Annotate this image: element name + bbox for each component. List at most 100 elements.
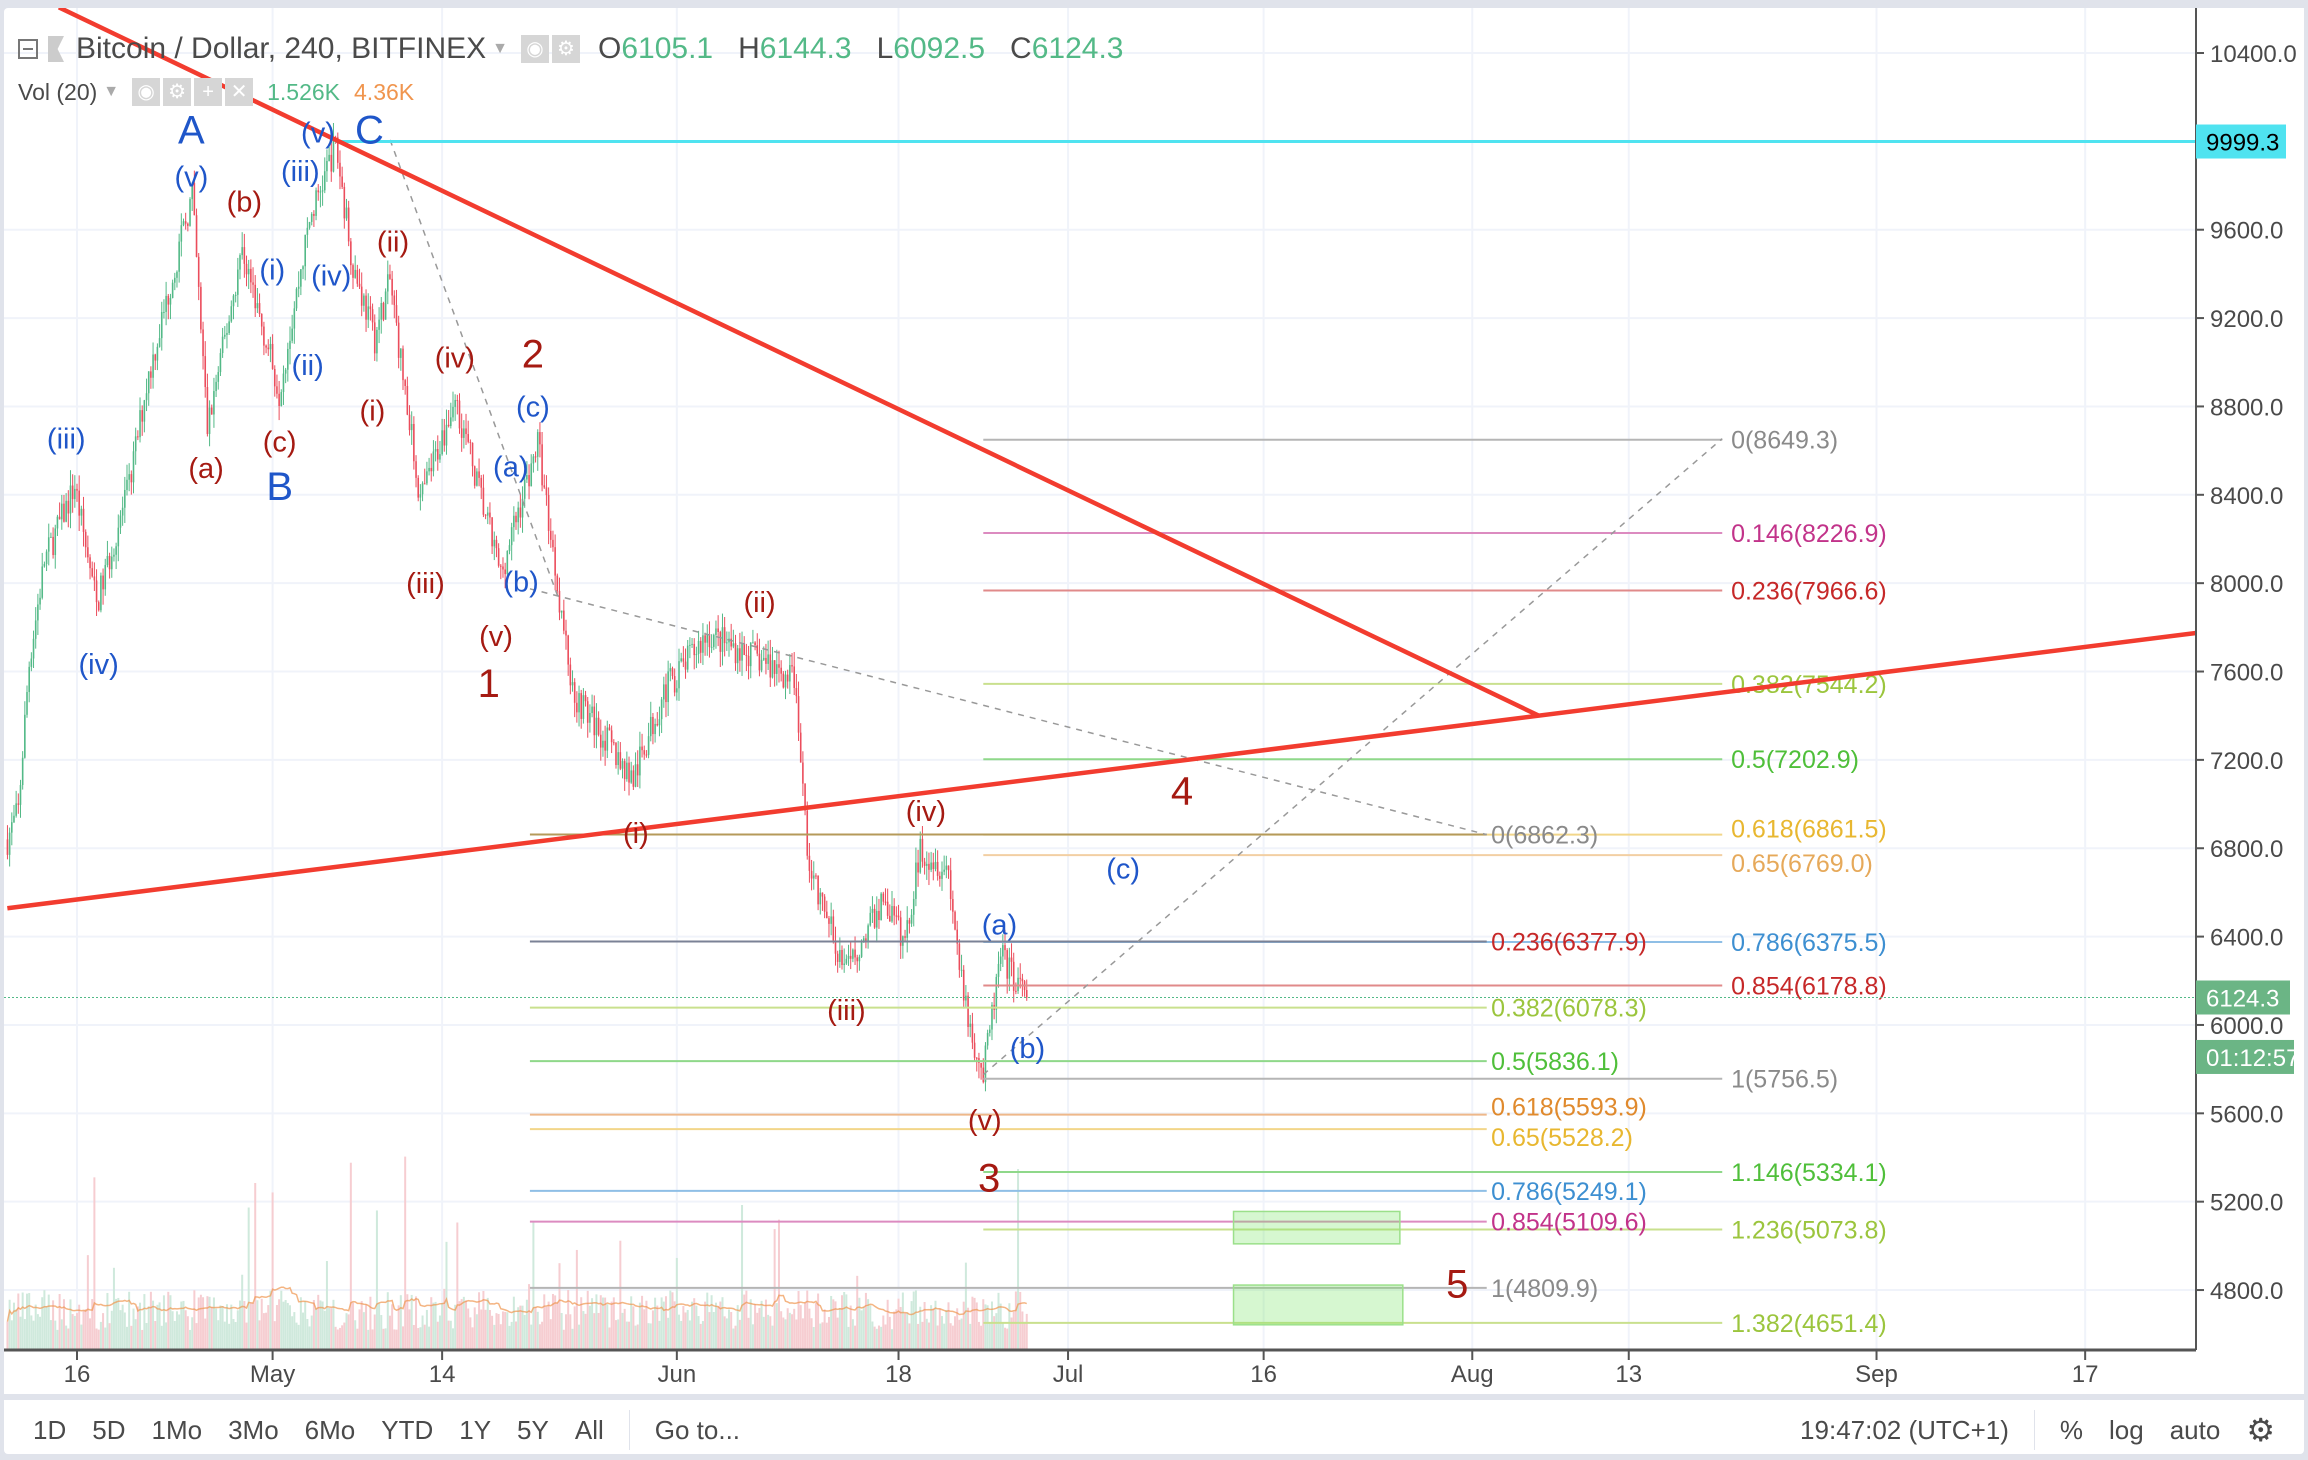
- candle-body: [784, 674, 787, 688]
- candle-body: [495, 539, 498, 549]
- volume-bar: [862, 1306, 865, 1350]
- candle-body: [160, 311, 163, 339]
- candle-body: [206, 387, 209, 434]
- candle-body: [591, 706, 593, 714]
- candle-body: [486, 512, 489, 516]
- candle-body: [443, 430, 446, 446]
- candle-body: [302, 266, 304, 270]
- gear-icon[interactable]: ⚙: [552, 35, 580, 63]
- volume-bar: [406, 1294, 409, 1350]
- percent-toggle[interactable]: %: [2059, 1414, 2083, 1445]
- candle-body: [395, 305, 398, 323]
- dashed-guide-line[interactable]: [982, 438, 1723, 1076]
- range-3mo[interactable]: 3Mo: [228, 1414, 279, 1445]
- volume-bar: [352, 1302, 355, 1350]
- range-5d[interactable]: 5D: [92, 1414, 126, 1445]
- volume-bar: [723, 1316, 726, 1350]
- candle-body: [221, 336, 224, 354]
- candle-body: [417, 477, 420, 498]
- time-tick-label: 17: [2072, 1361, 2099, 1388]
- candle-body: [984, 1045, 987, 1083]
- volume-bar: [808, 1308, 811, 1350]
- candle-body: [230, 306, 233, 322]
- candle-body: [128, 474, 130, 480]
- candle-body: [245, 263, 248, 275]
- symbol-title[interactable]: Bitcoin / Dollar, 240, BITFINEX: [76, 32, 487, 65]
- volume-bar: [19, 1316, 22, 1350]
- volume-bar: [438, 1315, 441, 1350]
- volume-bar: [780, 1311, 783, 1350]
- volume-bar: [741, 1204, 744, 1350]
- candle-body: [1008, 957, 1011, 979]
- candle-body: [419, 494, 422, 498]
- volume-bar: [1019, 1291, 1022, 1350]
- plus-icon[interactable]: +: [194, 78, 223, 106]
- volume-bar: [995, 1313, 998, 1350]
- candle-body: [799, 732, 802, 763]
- volume-bar: [234, 1322, 237, 1350]
- candle-body: [60, 503, 63, 520]
- goto-button[interactable]: Go to...: [654, 1414, 741, 1445]
- ascending-trendline[interactable]: [7, 630, 2197, 911]
- candle-body: [267, 347, 270, 350]
- gear-icon[interactable]: ⚙: [163, 78, 192, 106]
- range-1d[interactable]: 1D: [33, 1414, 67, 1445]
- candle-body: [165, 295, 167, 312]
- volume-bar: [838, 1307, 841, 1350]
- candle-body: [421, 483, 424, 495]
- collapse-icon[interactable]: [18, 39, 38, 59]
- candle-body: [584, 695, 587, 702]
- candle-body: [243, 247, 246, 264]
- volume-bar: [595, 1294, 598, 1350]
- dashed-guide-line[interactable]: [389, 139, 561, 601]
- range-1y[interactable]: 1Y: [459, 1414, 492, 1445]
- volume-bar: [404, 1156, 407, 1350]
- price-chart[interactable]: 0(8649.3) 0.146(8226.9) 0.236(7966.6) 0.382…: [4, 8, 2304, 1388]
- volume-bar: [210, 1306, 213, 1350]
- gear-icon[interactable]: ⚙: [2246, 1412, 2275, 1448]
- chevron-down-icon[interactable]: ▼: [103, 83, 120, 100]
- volume-bar: [871, 1321, 874, 1350]
- auto-toggle[interactable]: auto: [2169, 1414, 2221, 1445]
- descending-trendline[interactable]: [57, 8, 1540, 718]
- eye-icon[interactable]: ◉: [132, 78, 161, 106]
- volume-bar: [15, 1309, 18, 1350]
- candle-body: [726, 642, 728, 644]
- range-all[interactable]: All: [574, 1414, 604, 1445]
- candle-body: [406, 385, 409, 415]
- volume-bar: [173, 1320, 176, 1350]
- candle-body: [189, 199, 191, 226]
- clock-timezone[interactable]: 19:47:02 (UTC+1): [1800, 1414, 2009, 1445]
- volume-label[interactable]: Vol (20): [18, 78, 98, 105]
- target-zone-rect[interactable]: [1232, 1284, 1404, 1326]
- volume-bar: [534, 1306, 537, 1350]
- candle-body: [519, 507, 522, 518]
- volume-bar: [317, 1294, 320, 1350]
- dashed-guide-line[interactable]: [529, 588, 1487, 836]
- range-ytd[interactable]: YTD: [381, 1414, 434, 1445]
- price-axis[interactable]: [2196, 8, 2304, 1350]
- eye-icon[interactable]: ◉: [521, 35, 549, 63]
- wave-label: (b): [1010, 1033, 1045, 1065]
- candle-body: [289, 340, 291, 349]
- volume-bar: [771, 1325, 774, 1350]
- range-1mo[interactable]: 1Mo: [151, 1414, 203, 1445]
- candle-body: [678, 661, 680, 689]
- candle-body: [80, 508, 83, 516]
- volume-bar: [160, 1325, 163, 1350]
- candle-body: [569, 664, 572, 686]
- volume-bar: [62, 1299, 65, 1350]
- range-6mo[interactable]: 6Mo: [304, 1414, 356, 1445]
- candle-body: [965, 995, 967, 1001]
- volume-bar: [854, 1325, 857, 1350]
- close-icon[interactable]: ✕: [225, 78, 254, 106]
- volume-bar: [208, 1296, 211, 1350]
- target-zone-rect[interactable]: [1232, 1210, 1401, 1245]
- range-5y[interactable]: 5Y: [517, 1414, 549, 1445]
- log-toggle[interactable]: log: [2109, 1414, 2144, 1445]
- volume-bar: [284, 1300, 287, 1350]
- flag-icon[interactable]: [48, 36, 64, 62]
- volume-bar: [286, 1302, 289, 1350]
- chevron-down-icon[interactable]: ▼: [492, 40, 508, 57]
- candle-body: [356, 269, 359, 284]
